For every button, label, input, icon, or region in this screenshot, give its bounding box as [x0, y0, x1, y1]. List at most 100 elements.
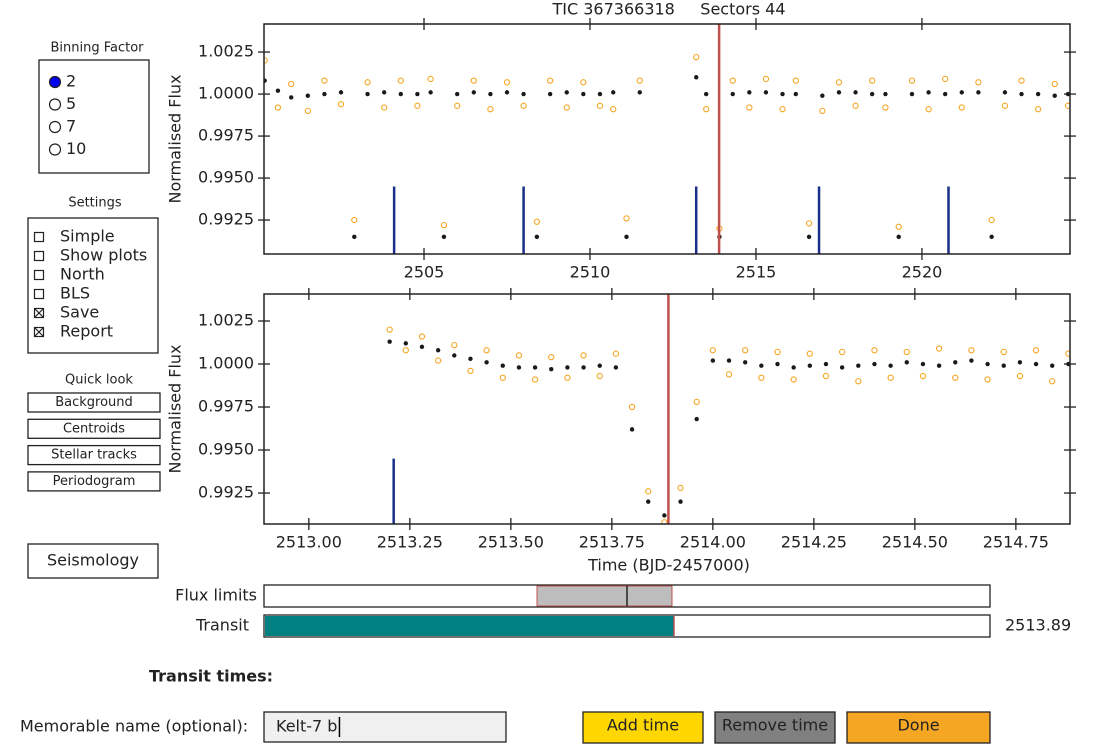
y-tick-label: 1.0025 [198, 42, 254, 61]
raw-point [746, 104, 753, 111]
x-tick-label: 2513.25 [377, 533, 443, 552]
binned-point [1019, 91, 1024, 97]
raw-point [693, 53, 700, 61]
checkbox-group [27, 217, 159, 354]
seismology-button[interactable] [27, 543, 159, 579]
raw-point [703, 106, 710, 113]
raw-point [427, 75, 434, 83]
raw-point [636, 77, 643, 84]
raw-point [548, 353, 555, 361]
radio-label: 2 [66, 72, 76, 91]
binned-point [484, 360, 489, 365]
raw-point [397, 77, 404, 84]
raw-point [935, 345, 943, 352]
raw-point [546, 77, 554, 84]
binned-point [791, 365, 796, 370]
raw-point [454, 102, 461, 109]
binned-point [710, 358, 716, 363]
binned-point [289, 95, 294, 100]
binned-point [1001, 363, 1006, 368]
chart-title: TIC 367366318 Sectors 44 [551, 0, 785, 19]
binned-point [611, 90, 616, 95]
raw-point [440, 221, 448, 229]
radio-button[interactable] [48, 75, 62, 89]
binned-point [780, 91, 785, 97]
button-label: Add time [607, 716, 679, 735]
raw-point [414, 102, 421, 109]
raw-point [487, 106, 494, 113]
binned-point [581, 91, 586, 97]
binned-point [985, 361, 990, 367]
raw-point [908, 77, 916, 84]
action-button[interactable] [714, 711, 836, 744]
quick-look-button[interactable] [27, 418, 161, 439]
binned-point [581, 365, 586, 370]
raw-point [612, 350, 620, 357]
raw-point [1064, 102, 1070, 109]
radio-button[interactable] [48, 143, 62, 156]
action-button[interactable] [582, 711, 704, 744]
action-button[interactable] [846, 711, 991, 744]
raw-point [882, 104, 889, 111]
binned-point [936, 363, 942, 368]
raw-point [855, 378, 862, 385]
checkbox[interactable] [33, 231, 45, 243]
radio-button[interactable] [48, 98, 62, 111]
raw-point [623, 215, 630, 222]
binned-point [646, 499, 651, 504]
raw-point [515, 352, 523, 359]
checkbox[interactable] [33, 269, 45, 281]
binned-point [872, 361, 877, 367]
y-tick-label: 0.9950 [198, 168, 254, 187]
x-tick-label: 2513.50 [478, 533, 544, 552]
binned-point [624, 234, 629, 240]
raw-point [531, 376, 539, 383]
binned-point [428, 90, 433, 95]
radio-label: 10 [66, 139, 86, 158]
binned-point [534, 234, 540, 240]
raw-point [1016, 372, 1024, 380]
y-tick-label: 0.9925 [198, 483, 254, 502]
raw-point [580, 79, 587, 86]
quick-look-button[interactable] [27, 392, 161, 413]
checkbox-cross [34, 308, 44, 318]
checkbox-label: Save [60, 303, 99, 322]
raw-point [304, 107, 311, 115]
binned-point [904, 360, 909, 365]
binned-point [338, 90, 344, 95]
binned-point [452, 353, 457, 358]
quick-look-button[interactable] [27, 444, 161, 466]
binned-point [516, 365, 522, 370]
y-tick-label: 0.9975 [198, 397, 254, 416]
binned-point [662, 513, 667, 518]
binned-point [352, 234, 357, 240]
raw-point [968, 347, 975, 354]
raw-point [467, 367, 474, 375]
checkbox-cross [34, 327, 44, 337]
binned-point [564, 90, 569, 95]
binned-point [597, 91, 603, 97]
binned-point [629, 427, 635, 432]
checkbox[interactable] [33, 288, 45, 300]
binned-point [742, 360, 748, 365]
name-input[interactable] [263, 711, 507, 743]
y-axis-label: Normalised Flux [166, 344, 185, 473]
transit-slider-fill [265, 616, 674, 636]
raw-point [628, 403, 636, 411]
raw-point [919, 372, 927, 380]
quick-look-button[interactable] [27, 471, 161, 492]
button-label: Background [55, 395, 133, 410]
y-tick-label: 0.9975 [198, 126, 254, 145]
raw-point [742, 347, 749, 354]
radio-button[interactable] [48, 120, 62, 134]
binned-point [468, 356, 473, 362]
binned-point [730, 91, 735, 97]
name-input-value: Kelt-7 b [276, 717, 337, 736]
checkbox[interactable] [33, 250, 45, 262]
raw-point [1051, 80, 1058, 88]
raw-point [774, 348, 781, 356]
slider-label: Transit [195, 616, 249, 635]
raw-point [1001, 102, 1009, 109]
binned-point [441, 234, 447, 240]
